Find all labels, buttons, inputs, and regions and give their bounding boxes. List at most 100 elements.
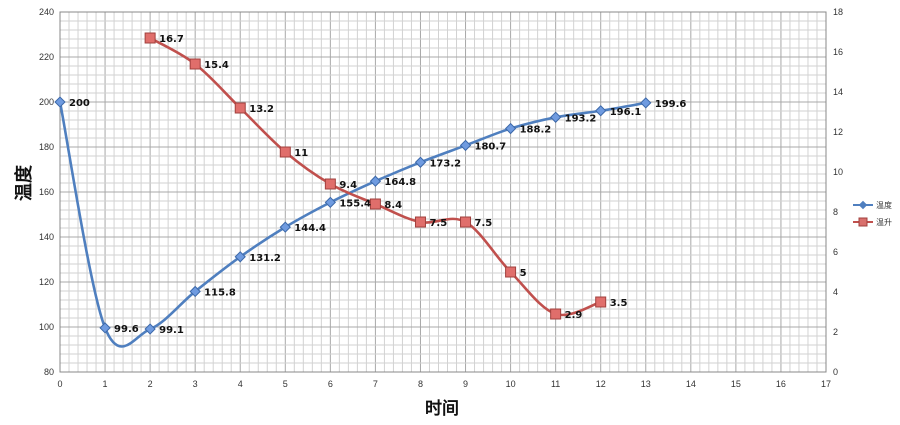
y-right-tick-label: 12 bbox=[833, 127, 843, 137]
x-tick-label: 8 bbox=[418, 379, 423, 389]
x-tick-label: 13 bbox=[641, 379, 651, 389]
data-point-temperature-rise bbox=[550, 308, 562, 320]
y-left-tick-label: 200 bbox=[39, 97, 54, 107]
data-point-temperature-rise bbox=[414, 216, 426, 228]
y-right-tick-label: 2 bbox=[833, 327, 838, 337]
y-right-tick-label: 4 bbox=[833, 287, 838, 297]
data-point-temperature bbox=[640, 97, 652, 109]
x-tick-label: 17 bbox=[821, 379, 831, 389]
data-label: 16.7 bbox=[159, 34, 184, 45]
y-left-tick-label: 160 bbox=[39, 187, 54, 197]
data-point-temperature bbox=[279, 221, 291, 233]
data-label: 115.8 bbox=[204, 287, 236, 298]
data-label: 7.5 bbox=[475, 218, 493, 229]
x-tick-label: 1 bbox=[103, 379, 108, 389]
data-point-temperature bbox=[189, 285, 201, 298]
data-label: 173.2 bbox=[429, 158, 461, 169]
legend: 温度 温升 bbox=[853, 200, 892, 227]
y-left-tick-label: 240 bbox=[39, 7, 54, 17]
y-axis-title: 温度 bbox=[13, 164, 35, 201]
data-point-temperature bbox=[144, 323, 156, 335]
legend-item-temperature-rise: 温升 bbox=[853, 217, 892, 227]
data-point-temperature-rise bbox=[144, 32, 156, 44]
y-left-tick-label: 220 bbox=[39, 52, 54, 62]
data-label: 99.1 bbox=[159, 325, 184, 336]
data-point-temperature-rise bbox=[324, 178, 336, 190]
data-label: 3.5 bbox=[610, 298, 628, 309]
x-axis-title: 时间 bbox=[425, 398, 459, 419]
x-tick-label: 9 bbox=[463, 379, 468, 389]
y-right-tick-label: 14 bbox=[833, 87, 843, 97]
y-left-tick-label: 140 bbox=[39, 232, 54, 242]
x-axis-ticks: 0 1 2 3 4 5 6 7 8 9 10 11 12 13 14 15 16 17 bbox=[57, 379, 831, 389]
data-point-temperature-rise bbox=[234, 102, 246, 114]
data-point-temperature-rise bbox=[595, 296, 607, 308]
data-label: 9.4 bbox=[339, 180, 357, 191]
data-label: 188.2 bbox=[520, 125, 552, 136]
legend-diamond-marker bbox=[858, 200, 868, 210]
plot-frame bbox=[59, 11, 827, 373]
data-point-temperature-rise bbox=[460, 216, 472, 228]
right-axis-ticks: 0 2 4 6 8 10 12 14 16 18 bbox=[833, 7, 843, 377]
legend-item-temperature: 温度 bbox=[853, 200, 892, 210]
x-tick-label: 6 bbox=[328, 379, 333, 389]
data-point-temperature-rise bbox=[189, 58, 201, 70]
y-left-tick-label: 180 bbox=[39, 142, 54, 152]
x-tick-label: 0 bbox=[57, 379, 62, 389]
data-label: 155.4 bbox=[339, 198, 371, 209]
x-tick-label: 15 bbox=[731, 379, 741, 389]
data-label: 13.2 bbox=[249, 104, 274, 115]
y-right-tick-label: 16 bbox=[833, 47, 843, 57]
data-label: 196.1 bbox=[610, 107, 642, 118]
data-point-temperature bbox=[414, 156, 427, 168]
data-labels: 200 99.6 99.1 115.8 131.2 144.4 155.4 164.8 173.… bbox=[69, 34, 686, 336]
series-layer bbox=[54, 32, 652, 348]
y-left-tick-label: 100 bbox=[39, 322, 54, 332]
data-label: 144.4 bbox=[294, 223, 326, 234]
y-right-tick-label: 0 bbox=[833, 367, 838, 377]
data-label: 15.4 bbox=[204, 60, 229, 71]
grid bbox=[59, 11, 827, 373]
x-tick-label: 2 bbox=[148, 379, 153, 389]
data-label: 164.8 bbox=[384, 177, 416, 188]
data-point-temperature bbox=[234, 251, 246, 263]
left-axis-ticks: 80 100 120 140 160 180 200 220 240 bbox=[39, 7, 54, 377]
data-point-temperature bbox=[54, 96, 66, 108]
y-right-tick-label: 8 bbox=[833, 207, 838, 217]
y-right-tick-label: 18 bbox=[833, 7, 843, 17]
legend-label-temperature-rise: 温升 bbox=[876, 218, 892, 227]
data-label: 2.9 bbox=[565, 310, 583, 321]
data-label: 5 bbox=[520, 268, 527, 279]
data-point-temperature bbox=[504, 122, 517, 135]
legend-square-marker bbox=[858, 217, 868, 227]
x-tick-label: 3 bbox=[193, 379, 198, 389]
y-left-tick-label: 80 bbox=[44, 367, 54, 377]
legend-label-temperature: 温度 bbox=[876, 200, 892, 210]
data-point-temperature-rise bbox=[369, 198, 381, 210]
data-point-temperature bbox=[369, 175, 382, 187]
x-tick-label: 16 bbox=[776, 379, 786, 389]
data-label: 8.4 bbox=[384, 200, 402, 211]
x-tick-label: 11 bbox=[551, 379, 560, 389]
x-tick-label: 5 bbox=[283, 379, 288, 389]
data-point-temperature bbox=[324, 196, 337, 209]
x-tick-label: 14 bbox=[686, 379, 696, 389]
data-point-temperature bbox=[595, 105, 607, 117]
x-tick-label: 12 bbox=[596, 379, 606, 389]
data-point-temperature-rise bbox=[505, 266, 517, 278]
data-point-temperature bbox=[549, 111, 562, 123]
data-label: 180.7 bbox=[475, 141, 507, 152]
data-label: 199.6 bbox=[655, 99, 687, 110]
data-point-temperature bbox=[459, 139, 472, 152]
y-left-tick-label: 120 bbox=[39, 277, 54, 287]
y-right-tick-label: 6 bbox=[833, 247, 838, 257]
data-point-temperature bbox=[99, 322, 111, 334]
data-label: 7.5 bbox=[429, 218, 447, 229]
data-label: 200 bbox=[69, 98, 90, 109]
data-label: 131.2 bbox=[249, 253, 281, 264]
x-tick-label: 10 bbox=[506, 379, 516, 389]
data-point-temperature-rise bbox=[279, 146, 291, 158]
x-tick-label: 4 bbox=[238, 379, 243, 389]
data-label: 193.2 bbox=[565, 113, 597, 124]
data-label: 99.6 bbox=[114, 324, 139, 335]
